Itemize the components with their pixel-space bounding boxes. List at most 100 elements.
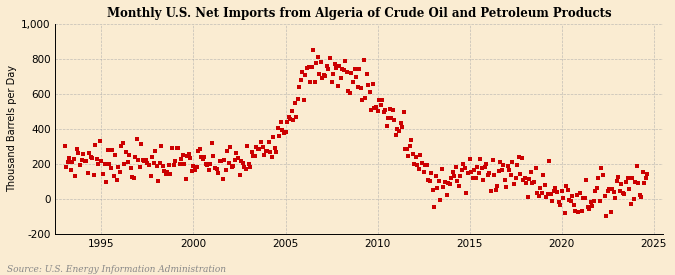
Point — [96, 159, 107, 163]
Point — [487, 158, 498, 163]
Point — [145, 174, 156, 178]
Point — [532, 191, 543, 196]
Point — [513, 155, 524, 159]
Point — [377, 98, 387, 102]
Point — [425, 179, 435, 183]
Point — [527, 181, 538, 185]
Point — [250, 154, 261, 159]
Point — [461, 191, 472, 195]
Point — [502, 164, 513, 168]
Point — [384, 107, 395, 111]
Point — [507, 160, 518, 164]
Point — [489, 173, 500, 177]
Point — [65, 167, 76, 172]
Point — [157, 164, 168, 168]
Point — [509, 182, 520, 186]
Point — [400, 146, 410, 151]
Point — [133, 157, 144, 162]
Point — [192, 149, 203, 154]
Point — [248, 153, 259, 158]
Point — [288, 118, 298, 123]
Point — [340, 59, 351, 63]
Point — [343, 89, 354, 93]
Point — [364, 90, 375, 95]
Point — [296, 78, 306, 83]
Point — [273, 125, 284, 130]
Point — [426, 171, 437, 176]
Point — [521, 181, 532, 185]
Point — [332, 83, 343, 88]
Point — [107, 148, 117, 152]
Point — [277, 127, 288, 132]
Point — [262, 149, 273, 154]
Point — [136, 142, 146, 146]
Point — [344, 91, 355, 95]
Point — [144, 163, 155, 167]
Point — [466, 170, 477, 174]
Point — [105, 165, 116, 170]
Y-axis label: Thousand Barrels per Day: Thousand Barrels per Day — [7, 65, 17, 192]
Point — [601, 214, 612, 218]
Point — [444, 182, 455, 186]
Point — [612, 178, 622, 183]
Point — [110, 153, 121, 158]
Point — [637, 170, 648, 174]
Point — [138, 158, 148, 162]
Point — [636, 195, 647, 199]
Point — [387, 108, 398, 112]
Point — [363, 83, 374, 87]
Point — [460, 166, 470, 170]
Point — [602, 189, 613, 193]
Point — [560, 211, 570, 215]
Point — [493, 169, 504, 174]
Point — [191, 165, 202, 169]
Point — [357, 97, 368, 102]
Point — [616, 182, 627, 187]
Point — [500, 178, 510, 182]
Point — [547, 199, 558, 203]
Point — [90, 142, 101, 147]
Point — [214, 159, 225, 163]
Point — [116, 144, 127, 148]
Point — [478, 177, 489, 182]
Point — [519, 176, 530, 180]
Point — [185, 156, 196, 160]
Point — [535, 186, 545, 190]
Point — [618, 191, 628, 195]
Point — [300, 73, 311, 77]
Point — [281, 120, 292, 124]
Point — [70, 173, 81, 178]
Point — [294, 85, 304, 89]
Point — [383, 116, 394, 120]
Point — [101, 180, 111, 185]
Point — [349, 67, 360, 71]
Point — [236, 159, 246, 164]
Point — [95, 139, 105, 143]
Point — [245, 165, 256, 170]
Point — [386, 116, 397, 120]
Point — [479, 165, 490, 169]
Point — [317, 76, 328, 80]
Point — [190, 167, 200, 172]
Point — [456, 168, 467, 172]
Point — [225, 144, 236, 149]
Point — [290, 100, 300, 105]
Point — [346, 71, 357, 75]
Point — [395, 121, 406, 125]
Point — [639, 181, 650, 186]
Point — [243, 162, 254, 166]
Point — [403, 154, 414, 159]
Point — [455, 174, 466, 178]
Point — [524, 177, 535, 181]
Point — [233, 155, 244, 160]
Point — [61, 164, 72, 169]
Point — [132, 137, 142, 141]
Point — [223, 161, 234, 166]
Point — [274, 134, 285, 138]
Point — [408, 151, 418, 156]
Point — [338, 68, 349, 72]
Point — [614, 189, 625, 194]
Point — [556, 189, 567, 194]
Point — [585, 199, 596, 204]
Point — [165, 171, 176, 176]
